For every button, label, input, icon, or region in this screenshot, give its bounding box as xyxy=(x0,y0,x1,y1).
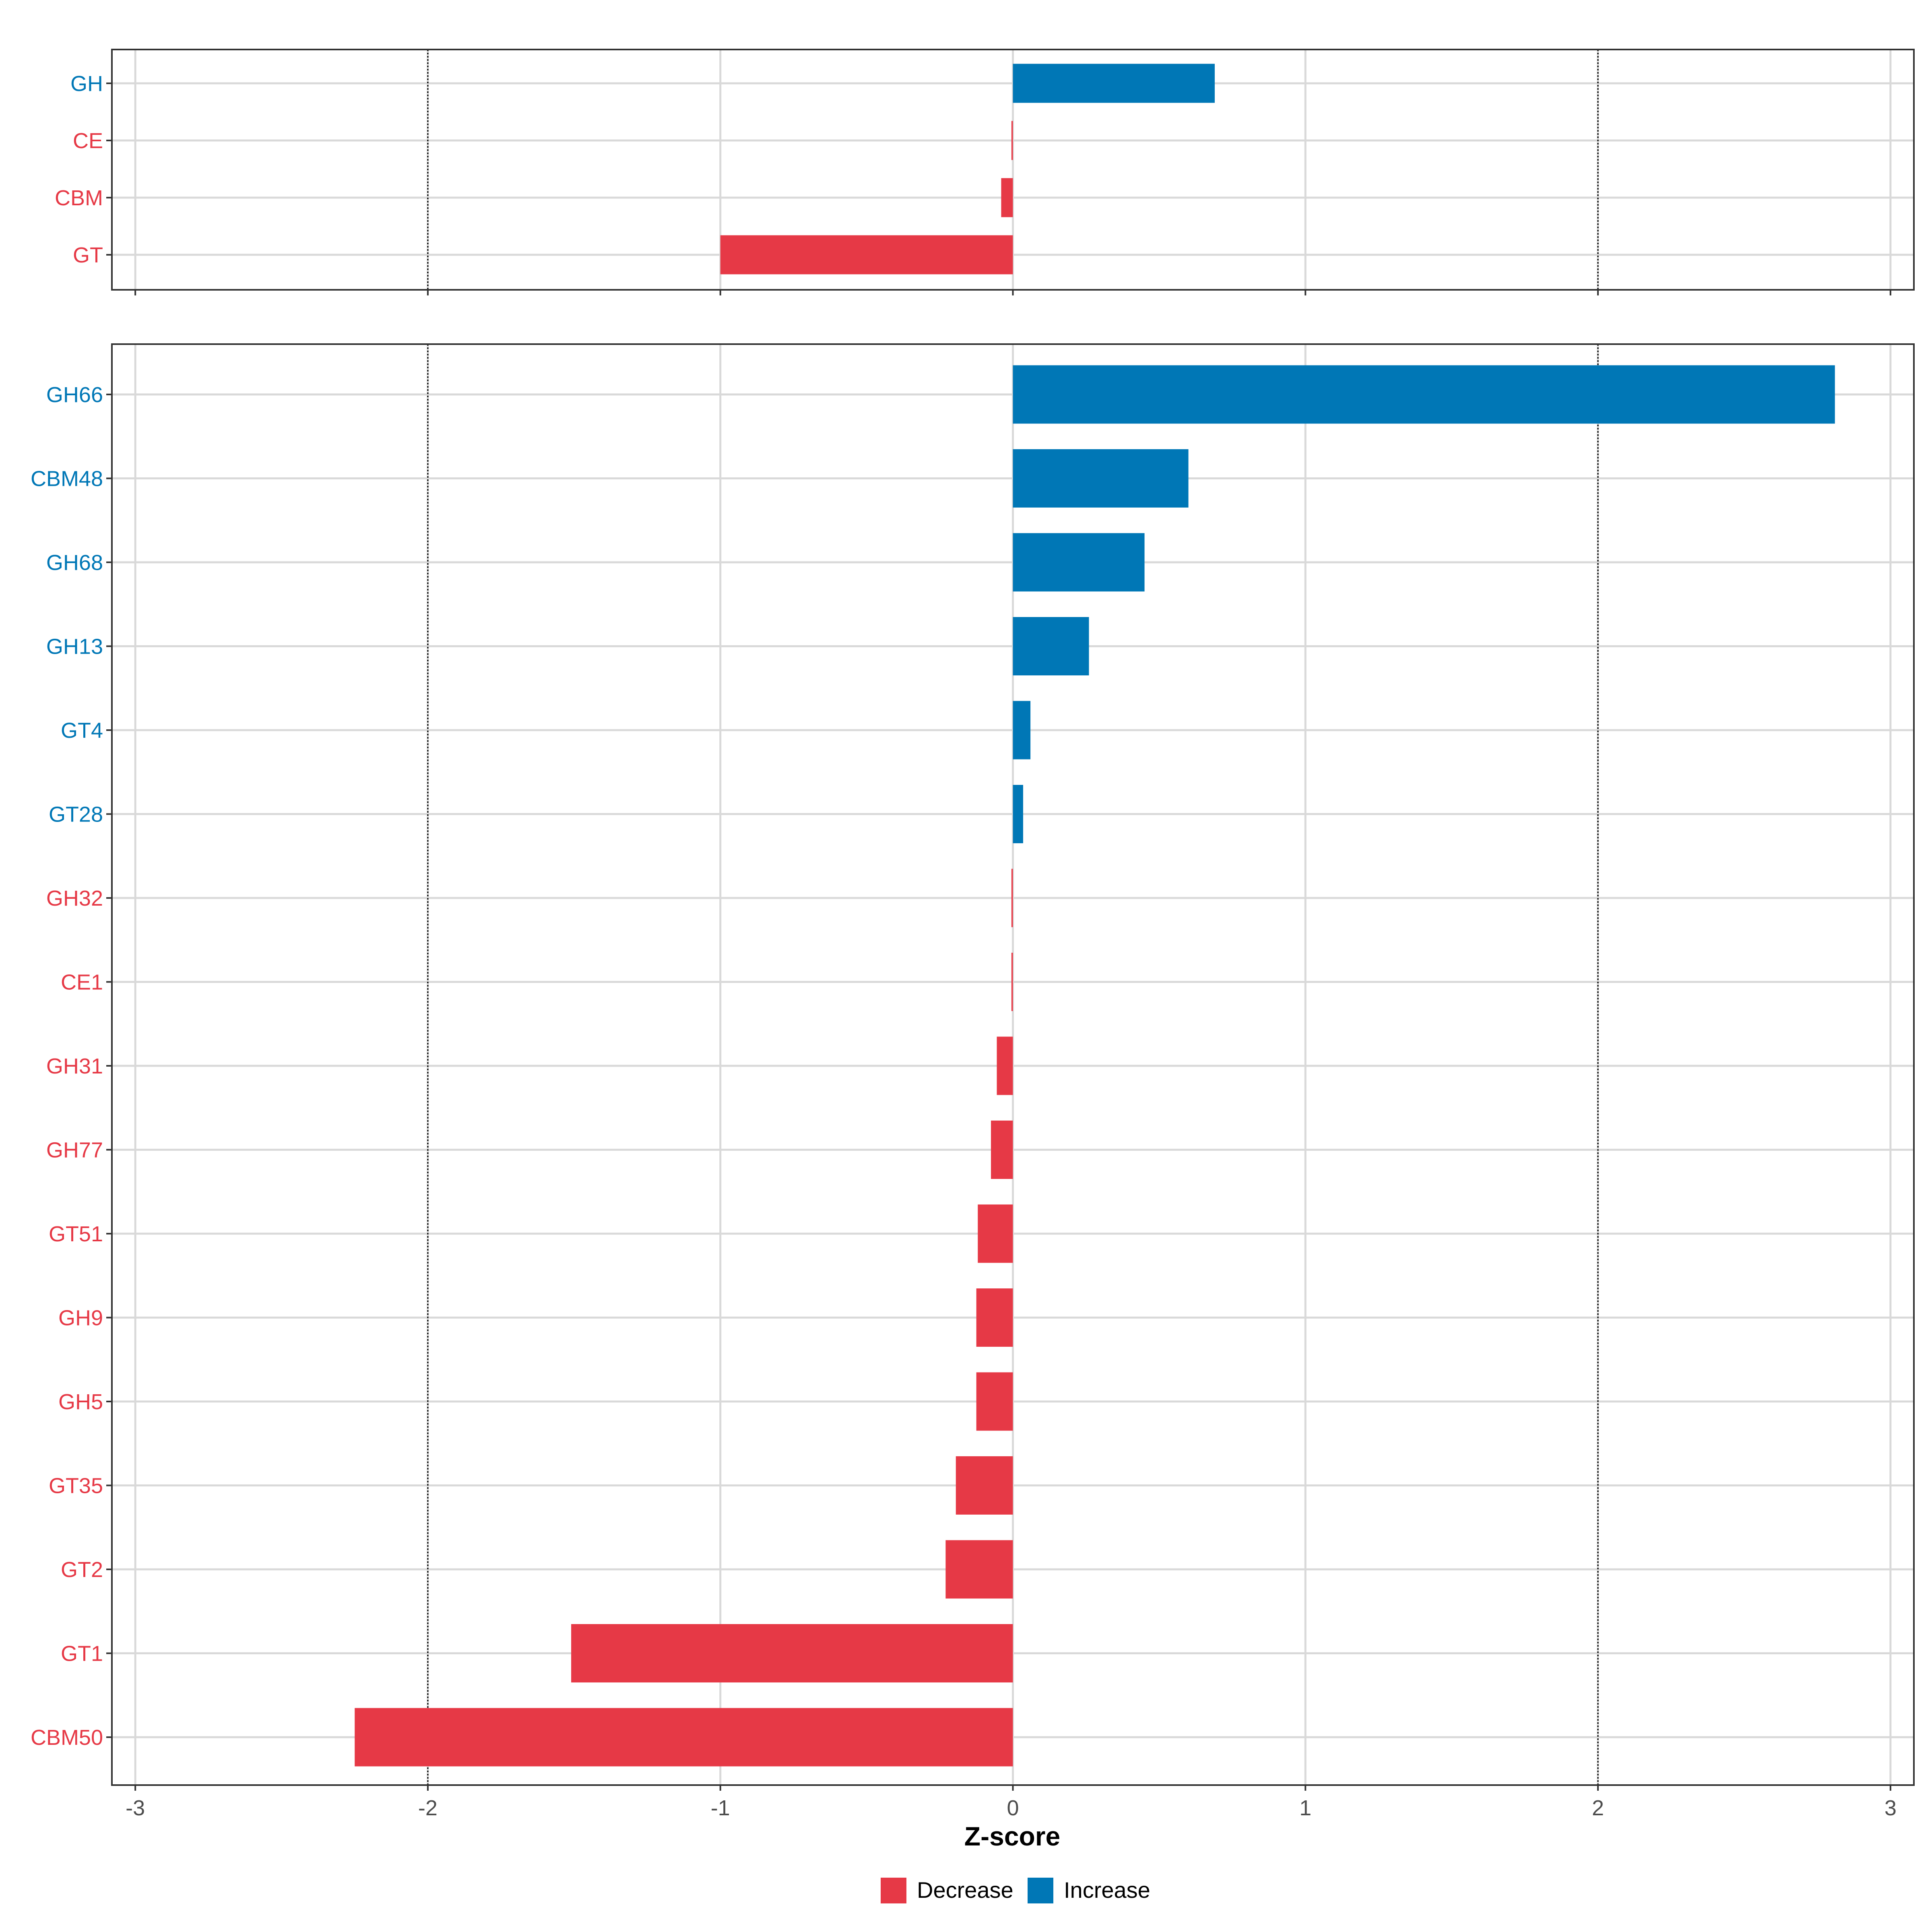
bar-gh77 xyxy=(991,1121,1013,1179)
y-tick-label: CBM xyxy=(55,186,103,210)
bar-ce xyxy=(1011,121,1013,160)
bar-gt35 xyxy=(956,1456,1013,1515)
y-tick-label: GT35 xyxy=(49,1474,103,1498)
y-tick-label: GH13 xyxy=(46,635,103,659)
bar-gh31 xyxy=(997,1036,1013,1095)
y-tick-label: GH77 xyxy=(46,1138,103,1162)
bars-layer xyxy=(355,64,1835,1767)
y-tick-label: GT1 xyxy=(61,1642,103,1666)
bar-ce1 xyxy=(1011,953,1013,1011)
bar-gh66 xyxy=(1013,365,1835,424)
y-tick-label: CE1 xyxy=(61,970,103,995)
bar-gt51 xyxy=(978,1204,1013,1263)
x-tick-label: 0 xyxy=(1007,1796,1019,1820)
bar-cbm50 xyxy=(355,1708,1013,1767)
labels-layer: GH CE CBM GT GH66 CBM48 GH68 GH13 GT4 GT28 GH32 CE1… xyxy=(31,72,1897,1820)
x-tick-label: 1 xyxy=(1299,1796,1311,1820)
y-tick-label: GH5 xyxy=(58,1390,103,1414)
y-tick-label: GT xyxy=(73,243,103,267)
bar-cbm xyxy=(1001,178,1013,217)
y-tick-label: GH xyxy=(70,72,103,96)
x-tick-label: -3 xyxy=(126,1796,145,1820)
y-tick-label: GH68 xyxy=(46,551,103,575)
legend-label-decrease: Decrease xyxy=(917,1877,1013,1903)
y-tick-label: CE xyxy=(73,129,103,153)
y-tick-label: GT4 xyxy=(61,718,103,743)
y-tick-label: GH9 xyxy=(58,1306,103,1330)
x-tick-label: -1 xyxy=(711,1796,730,1820)
bar-gh13 xyxy=(1013,617,1089,675)
bar-gt28 xyxy=(1013,785,1023,843)
bar-cbm48 xyxy=(1013,449,1189,508)
y-tick-label: GH66 xyxy=(46,383,103,407)
x-tick-label: 3 xyxy=(1885,1796,1897,1820)
x-axis-title: Z-score xyxy=(964,1821,1060,1851)
x-tick-label: 2 xyxy=(1592,1796,1604,1820)
y-tick-label: GT51 xyxy=(49,1222,103,1246)
legend-swatch-increase xyxy=(1028,1878,1053,1903)
y-tick-label: CBM48 xyxy=(31,467,103,491)
y-tick-label: GH31 xyxy=(46,1054,103,1078)
y-tick-label: CBM50 xyxy=(31,1726,103,1750)
y-tick-label: GH32 xyxy=(46,886,103,910)
legend-swatch-decrease xyxy=(881,1878,906,1903)
y-tick-label: GT28 xyxy=(49,803,103,827)
y-tick-label: GT2 xyxy=(61,1558,103,1582)
bar-gt2 xyxy=(945,1540,1013,1599)
bar-gt xyxy=(720,235,1013,275)
bar-gh5 xyxy=(976,1372,1013,1431)
bar-gh xyxy=(1013,64,1215,103)
legend: Decrease Increase xyxy=(881,1877,1150,1903)
bar-gt4 xyxy=(1013,701,1031,760)
bar-gh32 xyxy=(1011,869,1013,927)
bar-gh68 xyxy=(1013,533,1145,592)
frame-layer xyxy=(106,49,1915,1791)
legend-label-increase: Increase xyxy=(1064,1877,1150,1903)
bar-gh9 xyxy=(976,1288,1013,1347)
x-tick-label: -2 xyxy=(418,1796,438,1820)
bar-gt1 xyxy=(571,1624,1013,1682)
